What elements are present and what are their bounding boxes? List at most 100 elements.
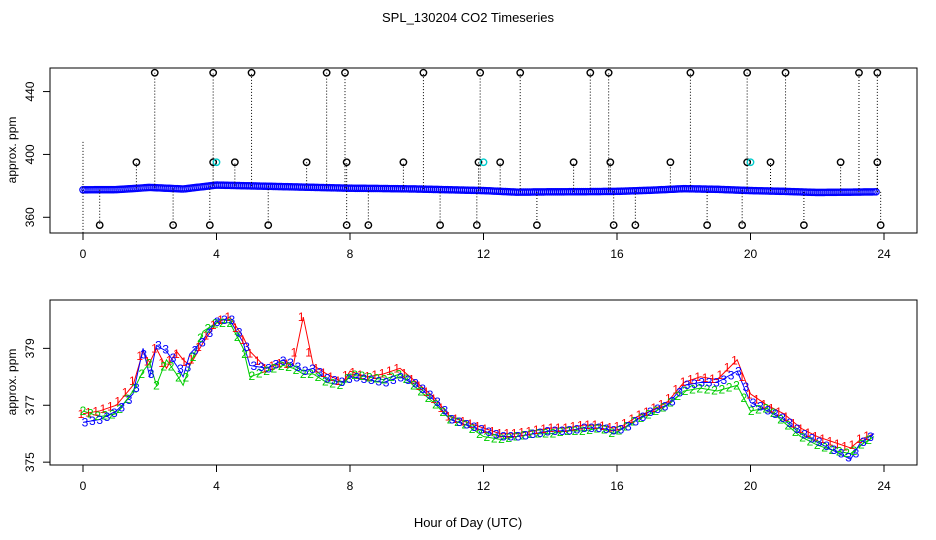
- top-outlier-point: [666, 158, 675, 167]
- bottom-series-glyph-3: 3: [691, 377, 698, 391]
- bottom-series-glyph-2: 2: [674, 389, 681, 403]
- bottom-series-glyph-1: 1: [548, 421, 555, 435]
- bottom-y-tick-label: 375: [23, 452, 37, 472]
- bottom-series-glyph-3: 3: [779, 411, 786, 425]
- bottom-series-glyph-3: 3: [302, 364, 309, 378]
- bottom-series-glyph-1: 1: [217, 313, 224, 327]
- bottom-series-glyph-1: 1: [335, 374, 342, 388]
- bottom-y-tick-label: 379: [23, 338, 37, 358]
- bottom-series-glyph-2: 2: [131, 381, 138, 395]
- bottom-series-glyph-2: 2: [146, 356, 153, 370]
- bottom-series-glyph-2: 2: [667, 395, 674, 409]
- bottom-series-glyph-2: 2: [249, 369, 256, 383]
- bottom-series-glyph-1: 1: [467, 417, 474, 431]
- bottom-series-glyph-3: 3: [632, 415, 639, 429]
- bottom-series-glyph-2: 2: [498, 432, 505, 446]
- bottom-series-glyph-1: 1: [210, 318, 217, 332]
- bottom-series-glyph-3: 3: [441, 404, 448, 418]
- bottom-series-glyph-3: 3: [368, 373, 375, 387]
- bottom-series-glyph-2: 2: [322, 375, 329, 389]
- bottom-series-glyph-1: 1: [276, 356, 283, 370]
- bottom-series-glyph-3: 3: [552, 424, 559, 438]
- bottom-series-glyph-2: 2: [109, 407, 116, 421]
- top-outlier-point: [855, 68, 863, 77]
- bottom-series-glyph-1: 1: [768, 401, 775, 415]
- bottom-series-glyph-3: 3: [860, 435, 867, 449]
- bottom-series-glyph-3: 3: [845, 450, 852, 464]
- bottom-series-glyph-2: 2: [799, 431, 806, 445]
- top-x-tick-label: 8: [347, 247, 354, 261]
- bottom-series-glyph-3: 3: [155, 339, 162, 353]
- bottom-series-glyph-1: 1: [320, 366, 327, 380]
- bottom-series-glyph-1: 1: [452, 412, 459, 426]
- bottom-series-glyph-3: 3: [698, 376, 705, 390]
- bottom-series-glyph-1: 1: [129, 374, 136, 388]
- bottom-series-glyph-2: 2: [550, 426, 557, 440]
- bottom-series-glyph-2: 2: [410, 378, 417, 392]
- top-outlier-point: [264, 221, 273, 230]
- bottom-series-glyph-1: 1: [797, 422, 804, 436]
- top-alt-point: [746, 158, 755, 167]
- bottom-series-glyph-3: 3: [720, 373, 727, 387]
- bottom-series-glyph-3: 3: [317, 365, 324, 379]
- bottom-series-glyph-2: 2: [851, 444, 858, 458]
- bottom-series-glyph-1: 1: [570, 420, 577, 434]
- bottom-series-glyph-1: 1: [827, 435, 834, 449]
- bottom-series-glyph-3: 3: [838, 447, 845, 461]
- bottom-series-glyph-1: 1: [305, 346, 312, 360]
- top-x-tick-label: 20: [744, 247, 758, 261]
- bottom-series-glyph-2: 2: [572, 424, 579, 438]
- bottom-x-tick-label: 24: [877, 479, 891, 493]
- bottom-series-glyph-1: 1: [327, 370, 334, 384]
- bottom-series-glyph-2: 2: [682, 384, 689, 398]
- bottom-series-glyph-1: 1: [247, 346, 254, 360]
- bottom-series-glyph-1: 1: [430, 392, 437, 406]
- top-outlier-point: [686, 68, 695, 77]
- bottom-series-glyph-2: 2: [285, 360, 292, 374]
- bottom-series-glyph-1: 1: [533, 423, 540, 437]
- bottom-series-glyph-1: 1: [724, 361, 731, 375]
- bottom-series-glyph-3: 3: [478, 422, 485, 436]
- top-y-tick-label: 360: [23, 207, 37, 227]
- bottom-series-glyph-1: 1: [709, 372, 716, 386]
- bottom-series-glyph-3: 3: [809, 431, 816, 445]
- bottom-series-glyph-3: 3: [823, 439, 830, 453]
- top-outlier-point: [399, 158, 408, 167]
- bottom-series-glyph-3: 3: [287, 356, 294, 370]
- bottom-series-glyph-2: 2: [792, 425, 799, 439]
- top-outlier-point: [496, 158, 505, 167]
- bottom-series-glyph-1: 1: [202, 329, 209, 343]
- bottom-series-glyph-1: 1: [783, 410, 790, 424]
- bottom-series-glyph-2: 2: [652, 404, 659, 418]
- bottom-series-glyph-2: 2: [124, 392, 131, 406]
- bottom-series-glyph-1: 1: [856, 432, 863, 446]
- bottom-series-glyph-1: 1: [379, 367, 386, 381]
- bottom-series-glyph-1: 1: [849, 438, 856, 452]
- bottom-series-glyph-2: 2: [256, 367, 263, 381]
- bottom-series-glyph-2: 2: [858, 438, 865, 452]
- bottom-series-glyph-3: 3: [331, 374, 338, 388]
- bottom-series-glyph-3: 3: [485, 425, 492, 439]
- bottom-series-glyph-1: 1: [254, 354, 261, 368]
- bottom-series-glyph-2: 2: [763, 401, 770, 415]
- bottom-series-glyph-1: 1: [136, 349, 143, 363]
- bottom-series-glyph-3: 3: [566, 424, 573, 438]
- bottom-series-glyph-2: 2: [315, 370, 322, 384]
- bottom-series-glyph-3: 3: [434, 395, 441, 409]
- bottom-series-glyph-2: 2: [814, 438, 821, 452]
- top-x-tick-label: 4: [213, 247, 220, 261]
- bottom-series-glyph-2: 2: [645, 408, 652, 422]
- bottom-series-glyph-3: 3: [199, 336, 206, 350]
- bottom-series-glyph-3: 3: [251, 359, 258, 373]
- bottom-series-glyph-3: 3: [295, 360, 302, 374]
- bottom-series-glyph-1: 1: [437, 401, 444, 415]
- top-panel: approx. ppm 0 4 8 12 16 20 24 360 400 440: [5, 67, 918, 261]
- bottom-series-glyph-3: 3: [353, 371, 360, 385]
- bottom-series-glyph-3: 3: [383, 375, 390, 389]
- bottom-series-glyph-2: 2: [748, 404, 755, 418]
- top-outlier-point: [342, 221, 351, 230]
- bottom-series-glyph-2: 2: [293, 363, 300, 377]
- bottom-series-glyph-3: 3: [118, 401, 125, 415]
- bottom-series-glyph-1: 1: [371, 368, 378, 382]
